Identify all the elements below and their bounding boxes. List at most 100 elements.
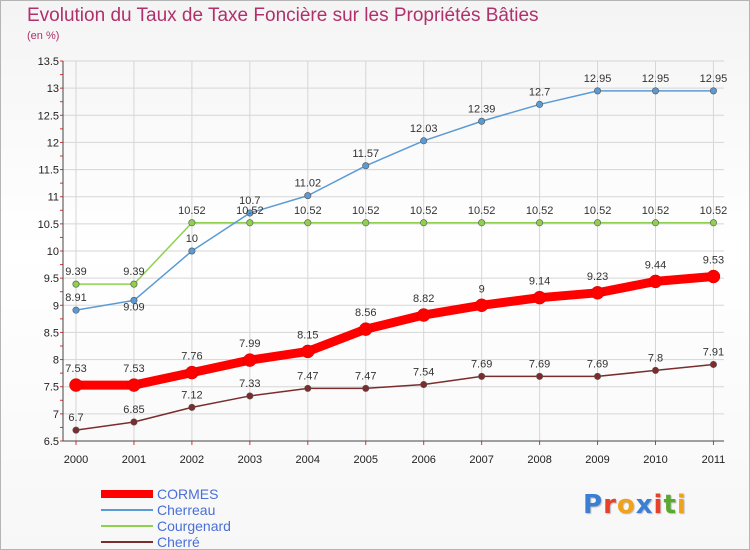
y-tick-label: 9 <box>53 300 59 312</box>
x-tick-label: 2006 <box>411 454 435 466</box>
x-tick-label: 2011 <box>702 454 726 466</box>
data-label: 11.57 <box>352 148 379 160</box>
series-point-1 <box>72 306 80 314</box>
data-label: 10.7 <box>239 195 260 207</box>
logo-letter: r <box>603 490 617 520</box>
axes: 6.5 7 7.5 8 8.5 9 9.5 10 10.5 11 11.5 12 12.5 13 13.5 2… <box>38 56 726 466</box>
legend-swatch <box>101 525 153 527</box>
series-point-0 <box>301 344 315 359</box>
x-tick-label: 2003 <box>238 454 262 466</box>
data-label: 9.39 <box>123 266 144 278</box>
data-label: 8.15 <box>297 329 318 341</box>
data-label: 7.47 <box>355 370 376 382</box>
data-label: 7.99 <box>239 338 260 350</box>
series-point-1 <box>478 117 486 125</box>
series-point-2 <box>246 219 254 227</box>
y-tick-label: 12.5 <box>38 110 59 122</box>
series-point-2 <box>594 219 602 227</box>
proxiti-logo: Proxiti <box>583 490 687 520</box>
series-point-1 <box>304 192 312 200</box>
series-line-3 <box>75 363 715 431</box>
data-label: 10.52 <box>410 205 438 217</box>
legend-label: Courgenard <box>157 518 231 534</box>
legend-label: Cherreau <box>157 502 216 518</box>
logo-letter: i <box>676 490 687 520</box>
data-label: 7.69 <box>587 358 608 370</box>
logo-letter: P <box>583 490 604 520</box>
legend-label: CORMES <box>157 486 219 502</box>
series-point-3 <box>362 384 370 392</box>
series-point-0 <box>416 308 431 322</box>
data-label: 10.52 <box>178 205 206 217</box>
logo-letter: t <box>663 490 677 520</box>
data-label: 12.95 <box>584 73 612 85</box>
x-tick-label: 2004 <box>296 454 320 466</box>
legend-label: Cherré <box>157 534 200 550</box>
data-label: 10.52 <box>642 205 670 217</box>
series-point-2 <box>72 280 80 288</box>
series-point-0 <box>127 378 141 392</box>
x-tick-label: 2005 <box>354 454 378 466</box>
y-tick-label: 13 <box>47 83 59 95</box>
series-point-3 <box>304 384 312 392</box>
data-label: 6.85 <box>123 404 144 416</box>
data-label: 10.52 <box>468 205 496 217</box>
series-point-0 <box>69 378 83 392</box>
x-tick-label: 2010 <box>643 454 667 466</box>
x-tick-label: 2000 <box>64 454 88 466</box>
y-tick-label: 7.5 <box>44 382 59 394</box>
legend-swatch <box>101 541 153 543</box>
data-label: 7.76 <box>181 351 202 363</box>
data-label: 12.03 <box>410 123 438 135</box>
series-point-3 <box>246 392 254 400</box>
series-point-1 <box>594 87 602 95</box>
data-label: 12.95 <box>700 73 728 85</box>
logo-letter: o <box>616 490 636 520</box>
series-point-2 <box>651 219 659 227</box>
y-tick-label: 11 <box>48 192 59 204</box>
data-label: 10 <box>186 233 198 245</box>
data-label: 9.09 <box>123 301 144 313</box>
data-label: 10.52 <box>294 205 322 217</box>
x-tick-label: 2008 <box>527 454 551 466</box>
x-tick-label: 2002 <box>180 454 204 466</box>
data-label: 7.69 <box>471 358 492 370</box>
data-label: 12.7 <box>529 86 550 98</box>
series-point-1 <box>246 209 254 217</box>
data-label: 10.52 <box>584 205 612 217</box>
series-point-2 <box>709 219 717 227</box>
y-tick-label: 6.5 <box>44 436 59 448</box>
series-point-3 <box>536 372 544 380</box>
series-point-3 <box>188 403 196 411</box>
series-line-0 <box>71 272 718 390</box>
y-tick-label: 8 <box>53 355 59 367</box>
data-label: 10.52 <box>526 205 554 217</box>
data-label: 9.39 <box>65 266 86 278</box>
series-point-0 <box>243 353 257 367</box>
series-point-2 <box>478 219 486 227</box>
logo-letter: x <box>635 490 654 520</box>
data-label: 6.7 <box>68 412 83 424</box>
grid <box>63 60 724 442</box>
data-label: 12.39 <box>468 103 496 115</box>
x-tick-label: 2007 <box>469 454 493 466</box>
series-point-3 <box>130 418 138 426</box>
y-tick-label: 8.5 <box>44 327 59 339</box>
y-tick-label: 13.5 <box>38 56 59 68</box>
series-line-1 <box>75 90 715 311</box>
series-point-0 <box>185 365 199 380</box>
data-label: 11.02 <box>294 178 321 190</box>
data-labels: 6.7 6.85 7.12 7.33 7.47 7.47 7.54 7.69 7.69 7.69 7… <box>65 73 727 424</box>
data-label: 9.23 <box>587 271 608 283</box>
data-label: 7.8 <box>648 352 663 364</box>
series-point-1 <box>130 296 138 304</box>
data-label: 9 <box>479 283 485 295</box>
y-tick-label: 7 <box>53 409 59 421</box>
data-label: 7.47 <box>297 370 318 382</box>
data-label: 10.52 <box>236 205 264 217</box>
data-label: 12.95 <box>642 73 670 85</box>
series-point-3 <box>420 381 428 389</box>
data-label: 10.52 <box>700 205 728 217</box>
data-label: 7.53 <box>65 363 86 375</box>
